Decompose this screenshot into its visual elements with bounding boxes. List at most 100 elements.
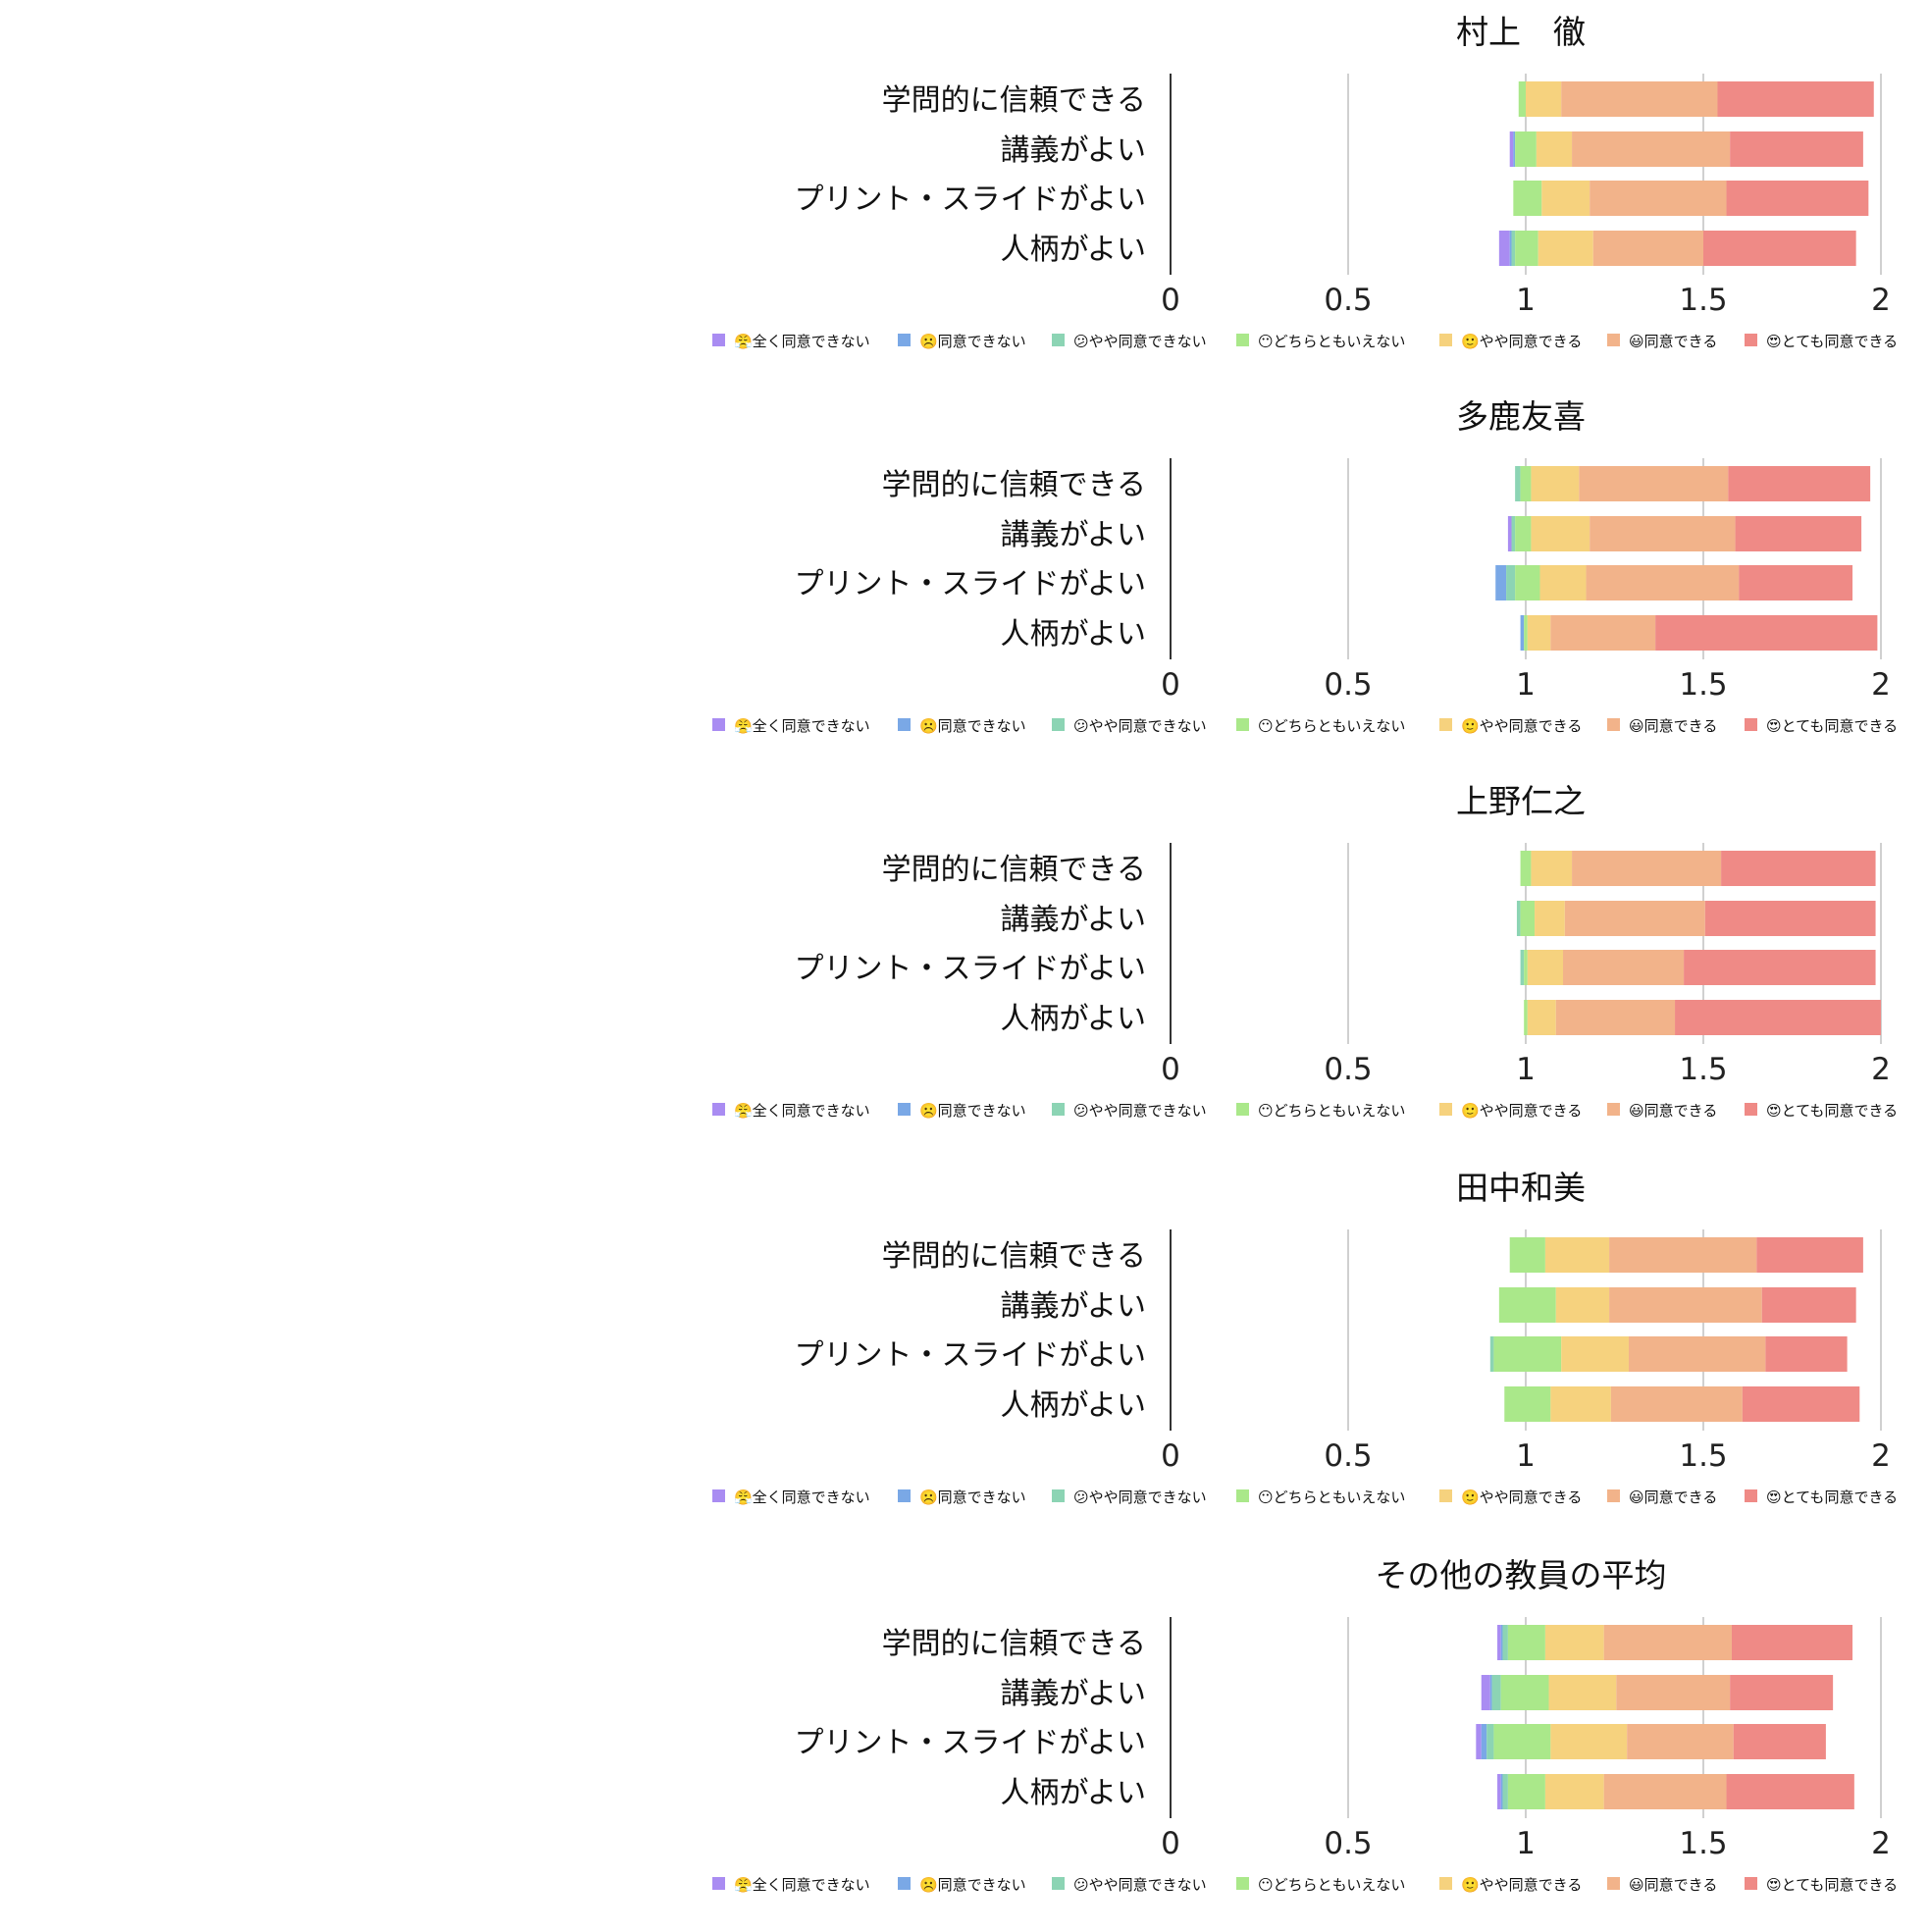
legend-swatch [1236, 1103, 1249, 1116]
bar-segment [1550, 1724, 1628, 1759]
x-tick-label: 0.5 [1324, 1052, 1372, 1087]
category-label: 人柄がよい [1001, 1002, 1147, 1036]
category-label: 講義がよい [1001, 133, 1147, 168]
bar-segment [1703, 231, 1856, 266]
bar-segment [1495, 565, 1507, 600]
category-label: 学問的に信頼できる [882, 468, 1146, 502]
x-tick-label: 0 [1161, 1438, 1180, 1474]
category-label: プリント・スライドがよい [795, 1726, 1147, 1760]
legend-label: 🙂やや同意できる [1461, 717, 1582, 735]
bar-segment [1544, 1625, 1604, 1660]
bar-segment [1742, 1386, 1860, 1422]
bar-segment [1524, 950, 1528, 985]
bar-segment [1515, 131, 1537, 167]
bar-segment [1524, 615, 1528, 651]
bar-segment [1616, 1675, 1731, 1710]
bar-segment [1520, 466, 1532, 501]
category-label: 講義がよい [1001, 903, 1147, 937]
category-label: 講義がよい [1001, 1677, 1147, 1711]
bar-segment [1730, 1675, 1834, 1710]
legend-swatch [1607, 334, 1620, 346]
bar-segment [1500, 1675, 1549, 1710]
x-tick-label: 1.5 [1679, 667, 1727, 703]
bar-segment [1728, 466, 1871, 501]
bar-segment [1735, 516, 1862, 551]
bar-segment [1564, 901, 1705, 936]
bar-segment [1733, 1724, 1826, 1759]
bar-segment [1481, 1724, 1487, 1759]
bar-segment [1507, 516, 1512, 551]
x-tick-label: 0 [1161, 1052, 1180, 1087]
legend-label: 🙂やや同意できる [1461, 1488, 1582, 1506]
bar-segment [1476, 1724, 1482, 1759]
bar-segment [1515, 516, 1532, 551]
legend-swatch [898, 1103, 911, 1116]
chart-plot: 0 0.5 1 1.5 2 学問的に信頼できる講義がよいプリント・スライドがよい人柄がよい… [712, 1617, 1898, 1894]
chart-title: 上野仁之 [1456, 782, 1586, 820]
bar-segment [1515, 231, 1538, 266]
legend-label: 😶どちらともいえない [1258, 333, 1405, 350]
bar-segment [1518, 81, 1526, 117]
x-tick-label: 2 [1871, 1052, 1891, 1087]
legend-label: 😤全く同意できない [734, 717, 870, 735]
bar-segment [1730, 131, 1863, 167]
bar-segment [1491, 1675, 1501, 1710]
bar-segment [1509, 131, 1514, 167]
category-label: 講義がよい [1001, 518, 1147, 552]
bar-segment [1721, 851, 1876, 886]
bar-segment [1717, 81, 1874, 117]
legend-label: 😃同意できる [1629, 333, 1717, 350]
bar-segment [1497, 1774, 1501, 1809]
legend-swatch [1745, 1103, 1757, 1116]
legend-label: 😶どちらともいえない [1258, 1876, 1405, 1894]
legend-swatch [712, 718, 725, 731]
bar-segment [1527, 950, 1564, 985]
x-tick-label: 1 [1516, 1438, 1536, 1474]
bar-segment [1509, 1237, 1545, 1273]
legend-label: 😤全く同意できない [734, 1488, 870, 1506]
bar-segment [1628, 1336, 1766, 1372]
bar-segment [1579, 466, 1729, 501]
x-tick-label: 1 [1516, 1826, 1536, 1861]
legend-swatch [898, 718, 911, 731]
legend-swatch [1236, 1877, 1249, 1890]
category-label: 学問的に信頼できる [882, 853, 1146, 887]
legend-label: ☹️同意できない [919, 1102, 1026, 1120]
bar-segment [1509, 231, 1512, 266]
category-label: 学問的に信頼できる [882, 1627, 1146, 1661]
bar-segment [1527, 1000, 1556, 1035]
bar-segment [1524, 1000, 1528, 1035]
bar-segment [1520, 901, 1536, 936]
x-tick-label: 1 [1516, 283, 1536, 318]
legend-swatch [1607, 1103, 1620, 1116]
bar-segment [1548, 1675, 1617, 1710]
bar-segment [1504, 1386, 1551, 1422]
bar-segment [1520, 615, 1525, 651]
bar-segment [1481, 1675, 1490, 1710]
bar-segment [1516, 901, 1521, 936]
bar-segment [1609, 1287, 1762, 1323]
legend-label: 😤全く同意できない [734, 1876, 870, 1894]
bar-segment [1550, 615, 1656, 651]
bar-segment [1684, 950, 1876, 985]
legend-swatch [1439, 1877, 1452, 1890]
bar-segment [1497, 1625, 1501, 1660]
legend-swatch [898, 1877, 911, 1890]
x-tick-label: 0.5 [1324, 667, 1372, 703]
bar-segment [1655, 615, 1878, 651]
legend-label: 😤全く同意できない [734, 333, 870, 350]
legend-swatch [712, 1489, 725, 1502]
bar-segment [1513, 131, 1516, 167]
bar-segment [1592, 231, 1703, 266]
category-label: 人柄がよい [1001, 1388, 1147, 1423]
bar-segment [1572, 851, 1722, 886]
x-tick-label: 1.5 [1679, 1438, 1727, 1474]
chart-panel: 村上 徹 0 0.5 1 1.5 2 学問的に信頼できる 講義がよい プリント・スライドがよい… [0, 0, 1929, 385]
x-tick-label: 0 [1161, 1826, 1180, 1861]
chart-title: 多鹿友喜 [1456, 397, 1586, 436]
legend-swatch [712, 334, 725, 346]
legend-label: 😃同意できる [1629, 1102, 1717, 1120]
bar-segment [1761, 1287, 1856, 1323]
x-tick-label: 0.5 [1324, 283, 1372, 318]
legend-label: 🙂やや同意できる [1461, 1102, 1582, 1120]
